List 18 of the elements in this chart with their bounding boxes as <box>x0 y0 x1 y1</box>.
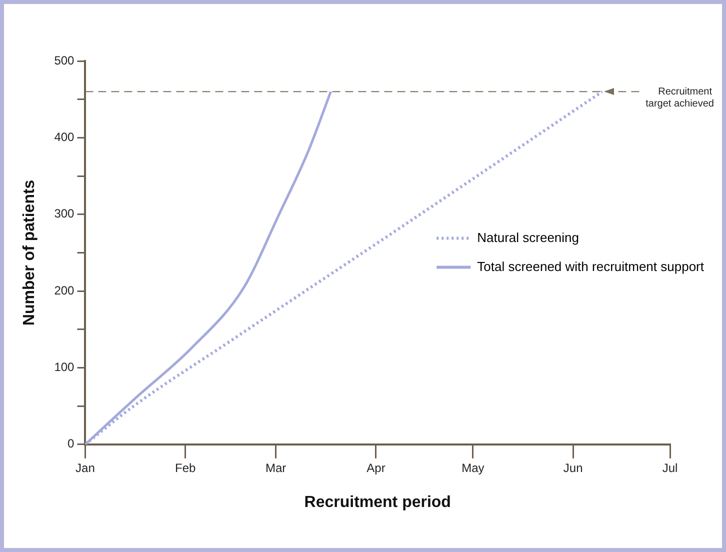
y-tick-label: 400 <box>54 130 75 144</box>
y-tick-label: 100 <box>54 360 75 374</box>
ref-line-label: Recruitment target achieved <box>646 86 714 110</box>
y-tick-label: 500 <box>54 53 75 68</box>
y-tick-label: 0 <box>68 436 75 451</box>
x-axis-title: Recruitment period <box>304 494 451 511</box>
x-tick-label: Jun <box>563 460 583 475</box>
x-tick-label: Apr <box>366 460 386 475</box>
x-tick-label: Mar <box>266 460 286 475</box>
x-tick-label: May <box>462 460 484 475</box>
legend-label: Natural screening <box>477 230 580 245</box>
y-axis-title: Number of patients <box>21 180 38 326</box>
x-tick-label: Jul <box>662 460 678 475</box>
y-tick-label: 300 <box>54 206 75 221</box>
legend-label: Total screened with recruitment support <box>477 258 704 274</box>
x-tick-label: Jan <box>76 460 95 475</box>
y-tick-label: 200 <box>54 283 75 298</box>
x-tick-label: Feb <box>175 460 196 475</box>
